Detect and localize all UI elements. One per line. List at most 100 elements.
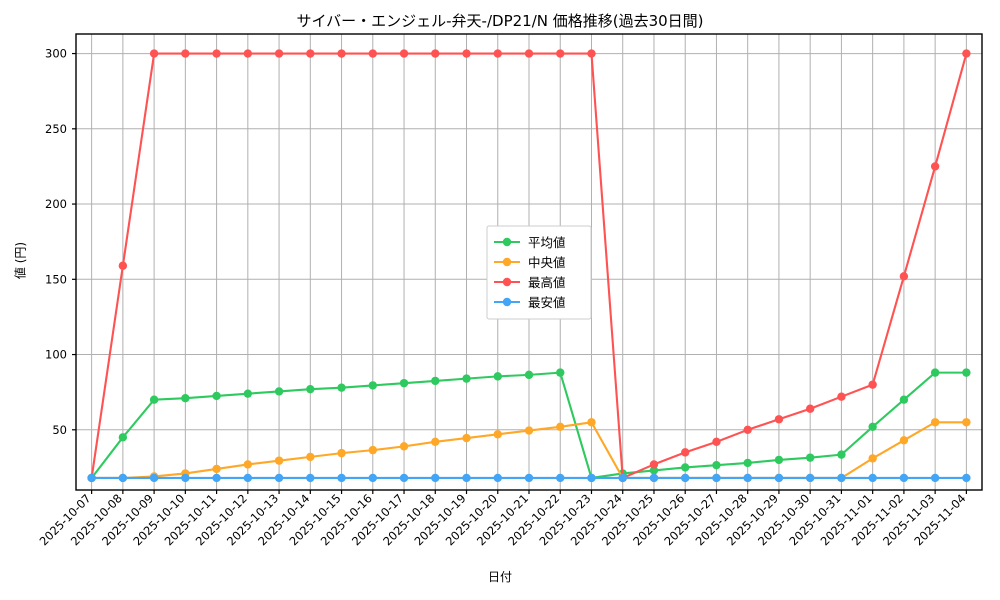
y-tick-label: 50 xyxy=(52,423,67,437)
data-point xyxy=(306,49,315,58)
gridlines xyxy=(76,34,982,490)
legend-label: 平均値 xyxy=(528,235,566,250)
data-point xyxy=(681,463,690,472)
data-point xyxy=(181,393,190,403)
data-point xyxy=(930,162,940,171)
data-point xyxy=(306,384,315,394)
data-point xyxy=(181,49,190,58)
data-point xyxy=(712,460,721,470)
data-point xyxy=(149,395,159,404)
y-tick-label: 250 xyxy=(45,122,67,136)
data-point xyxy=(899,473,909,483)
chart-title: サイバー・エンジェル-弁天-/DP21/N 価格推移(過去30日間) xyxy=(296,12,704,30)
data-point xyxy=(837,450,846,459)
data-point xyxy=(368,473,377,483)
data-point xyxy=(118,261,128,270)
data-point xyxy=(868,473,877,483)
data-point xyxy=(774,455,784,465)
data-point xyxy=(743,458,752,468)
data-point xyxy=(243,389,253,398)
data-point xyxy=(649,466,659,475)
legend-swatch-marker xyxy=(502,297,512,307)
data-point xyxy=(962,418,971,427)
data-point xyxy=(149,49,159,58)
y-tick-label: 300 xyxy=(45,47,67,61)
data-point xyxy=(243,460,253,469)
data-point xyxy=(431,473,440,483)
x-axis-label: 日付 xyxy=(487,570,512,584)
series-lines xyxy=(87,49,971,483)
data-point xyxy=(306,473,315,483)
data-point xyxy=(118,433,128,442)
legend-label: 中央値 xyxy=(528,255,566,270)
data-point xyxy=(681,448,690,457)
data-point xyxy=(805,473,815,483)
data-point xyxy=(930,473,940,483)
data-point xyxy=(899,272,909,281)
data-point xyxy=(181,473,190,483)
data-point xyxy=(649,473,659,483)
data-point xyxy=(618,473,627,483)
data-point xyxy=(868,454,877,463)
data-point xyxy=(462,433,471,443)
data-point xyxy=(399,378,409,388)
data-point xyxy=(87,473,96,483)
data-point xyxy=(493,473,502,483)
legend-label: 最安値 xyxy=(528,295,566,310)
data-point xyxy=(556,422,565,431)
data-point xyxy=(149,473,159,483)
x-axis-tick-labels: 2025-10-072025-10-082025-10-092025-10-10… xyxy=(37,491,969,548)
data-point xyxy=(431,49,440,58)
data-point xyxy=(743,425,752,435)
legend-swatch-marker xyxy=(502,257,512,267)
data-point xyxy=(243,49,253,58)
data-point xyxy=(899,395,909,404)
data-point xyxy=(212,49,221,58)
data-point xyxy=(805,404,815,413)
data-point xyxy=(587,473,596,483)
data-point xyxy=(930,418,940,427)
data-point xyxy=(212,473,221,483)
y-tick-label: 150 xyxy=(45,272,67,286)
data-point xyxy=(587,418,596,427)
data-point xyxy=(399,442,409,451)
data-point xyxy=(837,473,846,483)
data-point xyxy=(774,415,784,424)
data-point xyxy=(274,49,284,58)
data-point xyxy=(368,49,377,58)
data-point xyxy=(524,426,534,435)
data-point xyxy=(212,464,221,474)
data-point xyxy=(274,473,284,483)
y-axis-tick-labels: 50 100 150 200 250 300 xyxy=(45,47,67,437)
y-tick-label: 200 xyxy=(45,197,67,211)
data-point xyxy=(493,430,502,439)
data-point xyxy=(243,473,253,483)
data-point xyxy=(962,368,971,377)
data-point xyxy=(306,452,315,462)
data-point xyxy=(462,374,471,383)
data-point xyxy=(337,383,346,392)
data-point xyxy=(337,448,346,458)
data-point xyxy=(681,473,690,483)
data-point xyxy=(431,437,440,447)
data-point xyxy=(337,49,346,58)
data-point xyxy=(556,49,565,58)
data-point xyxy=(462,49,471,58)
data-point xyxy=(556,368,565,377)
data-point xyxy=(649,460,659,469)
data-point xyxy=(837,392,846,401)
y-tick-label: 100 xyxy=(45,348,67,362)
y-axis-label: 値 (円) xyxy=(13,241,28,280)
legend-swatch-marker xyxy=(502,237,512,247)
data-point xyxy=(774,473,784,483)
data-point xyxy=(274,387,284,396)
data-point xyxy=(399,473,409,483)
data-point xyxy=(118,473,128,483)
data-point xyxy=(368,381,377,390)
data-point xyxy=(587,49,596,58)
data-point xyxy=(712,473,721,483)
data-point xyxy=(962,473,971,483)
data-point xyxy=(493,372,502,381)
